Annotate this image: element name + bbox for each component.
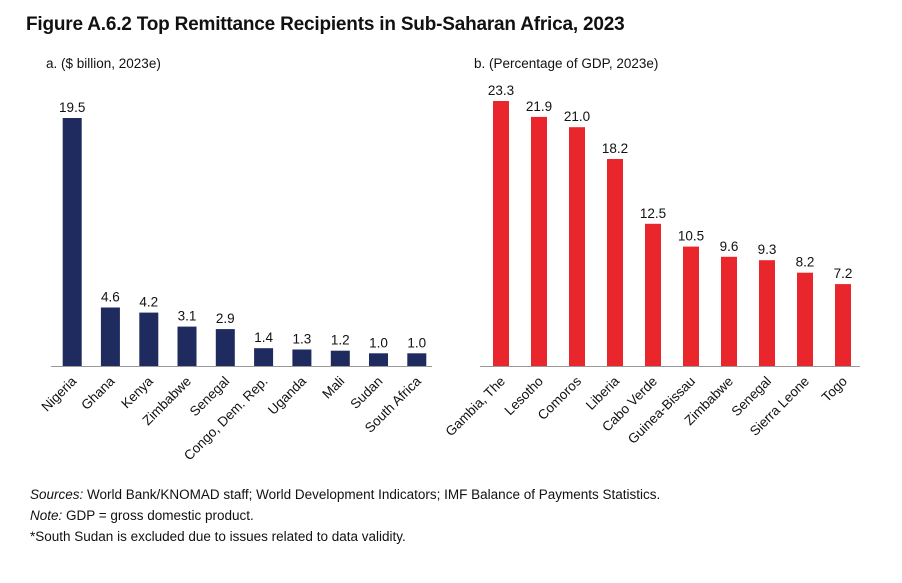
sources-text: World Bank/KNOMAD staff; World Developme…	[83, 487, 661, 502]
note-label: Note:	[30, 508, 63, 523]
data-label: 10.5	[678, 229, 704, 244]
data-label: 7.2	[834, 266, 853, 281]
category-label: Uganda	[265, 373, 309, 417]
bar-senegal	[759, 260, 775, 366]
data-label: 1.0	[369, 335, 388, 350]
data-label: 1.4	[254, 330, 273, 345]
category-label: Nigeria	[38, 373, 79, 414]
footnote: *South Sudan is excluded due to issues r…	[30, 529, 406, 544]
bar-congo-dem-rep	[254, 348, 274, 366]
gdp-note: Note: GDP = gross domestic product.	[30, 508, 254, 523]
data-label: 4.6	[101, 290, 120, 305]
panel-a-subtitle: a. ($ billion, 2023e)	[46, 56, 161, 71]
data-label: 3.1	[178, 309, 197, 324]
data-label: 19.5	[59, 100, 85, 115]
category-label: Guinea-Bissau	[625, 374, 698, 447]
bar-mali	[330, 350, 350, 366]
bar-lesotho	[531, 116, 547, 367]
data-label: 21.9	[526, 99, 552, 114]
category-label: Togo	[819, 374, 850, 405]
data-label: 23.3	[488, 83, 514, 98]
bar-gambia-the	[493, 101, 509, 366]
bar-zimbabwe	[721, 256, 737, 366]
category-label: Ghana	[78, 373, 118, 413]
bar-south-africa	[407, 353, 427, 366]
bar-uganda	[292, 349, 312, 366]
data-label: 4.2	[139, 295, 158, 310]
bar-zimbabwe	[177, 326, 197, 366]
data-label: 9.3	[758, 242, 777, 257]
bar-liberia	[607, 159, 623, 366]
data-label: 12.5	[640, 206, 666, 221]
bar-comoros	[569, 127, 585, 366]
bar-kenya	[139, 312, 159, 366]
panel-a-chart: 19.5Nigeria4.6Ghana4.2Kenya3.1Zimbabwe2.…	[38, 100, 432, 463]
bar-ghana	[100, 307, 120, 366]
category-label: Gambia, The	[443, 374, 509, 440]
data-label: 9.6	[720, 239, 739, 254]
sources-label: Sources:	[30, 487, 84, 502]
data-label: 1.3	[293, 332, 312, 347]
bar-nigeria	[62, 118, 82, 366]
panel-b-subtitle: b. (Percentage of GDP, 2023e)	[474, 56, 659, 71]
data-label: 18.2	[602, 141, 628, 156]
category-label: Mali	[319, 374, 347, 402]
bar-togo	[835, 284, 851, 366]
data-label: 21.0	[564, 109, 590, 124]
bar-senegal	[215, 329, 235, 366]
sources-note: Sources: World Bank/KNOMAD staff; World …	[30, 487, 660, 502]
data-label: 1.2	[331, 333, 350, 348]
bar-cabo-verde	[645, 223, 661, 366]
figure-title: Figure A.6.2 Top Remittance Recipients i…	[26, 14, 625, 35]
data-label: 1.0	[407, 335, 426, 350]
note-text: GDP = gross domestic product.	[62, 508, 254, 523]
data-label: 2.9	[216, 311, 235, 326]
bar-sudan	[369, 353, 388, 366]
data-label: 8.2	[796, 255, 815, 270]
bar-guinea-bissau	[683, 246, 699, 366]
bar-sierra-leone	[797, 272, 813, 366]
